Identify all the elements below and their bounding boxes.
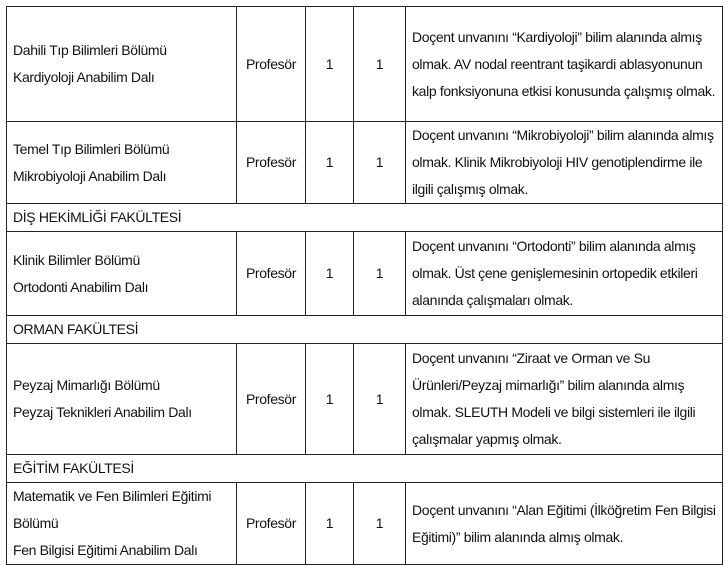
faculty-section-row: ORMAN FAKÜLTESİ: [6, 315, 723, 344]
faculty-name: DİŞ HEKİMLİĞİ FAKÜLTESİ: [6, 203, 723, 232]
faculty-section-row: EĞİTİM FAKÜLTESİ: [6, 454, 723, 483]
table-row: Matematik ve Fen Bilimleri Eğitimi Bölümü…: [6, 482, 723, 565]
unit-line: Temel Tıp Bilimleri Bölümü: [13, 140, 170, 157]
unit-line: Bölümü: [13, 515, 59, 531]
table-row: Peyzaj Mimarlığı Bölümü Peyzaj Teknikleri…: [6, 343, 723, 455]
unit-cell: Matematik ve Fen Bilimleri Eğitimi Bölümü…: [6, 482, 237, 565]
unit-cell: Temel Tıp Bilimleri Bölümü Mikrobiyoloji …: [6, 121, 237, 204]
title-cell: Profesör: [236, 482, 306, 565]
title-cell: Profesör: [236, 231, 306, 316]
unit-line: Peyzaj Teknikleri Anabilim Dalı: [13, 404, 192, 420]
title-cell: Profesör: [236, 121, 306, 204]
unit-line: Kardiyoloji Anabilim Dalı: [13, 69, 155, 85]
requirement-cell: Doçent unvanını “Kardiyoloji” bilim alan…: [405, 6, 723, 122]
count-cell: 1: [305, 343, 354, 455]
title-cell: Profesör: [236, 6, 306, 122]
positions-table: Dahili Tıp Bilimleri Bölümü Kardiyoloji A…: [6, 6, 723, 565]
count-cell: 1: [305, 482, 354, 565]
degree-cell: 1: [353, 121, 406, 204]
unit-cell: Peyzaj Mimarlığı Bölümü Peyzaj Teknikleri…: [6, 343, 237, 455]
faculty-section-row: DİŞ HEKİMLİĞİ FAKÜLTESİ: [6, 203, 723, 232]
unit-line: Fen Bilgisi Eğitimi Anabilim Dalı: [13, 542, 198, 558]
requirement-cell: Doçent unvanını “Alan Eğitimi (İlköğreti…: [405, 482, 723, 565]
count-cell: 1: [305, 6, 354, 122]
degree-cell: 1: [353, 343, 406, 455]
requirement-cell: Doçent unvanını “Ziraat ve Orman ve Su Ü…: [405, 343, 723, 455]
requirement-cell: Doçent unvanını “Ortodonti” bilim alanın…: [405, 231, 723, 316]
table-row: Temel Tıp Bilimleri Bölümü Mikrobiyoloji …: [6, 121, 723, 204]
unit-line: Klinik Bilimler Bölümü: [13, 251, 140, 268]
faculty-name: ORMAN FAKÜLTESİ: [6, 315, 723, 344]
table-row: Dahili Tıp Bilimleri Bölümü Kardiyoloji A…: [6, 6, 723, 122]
degree-cell: 1: [353, 231, 406, 316]
unit-cell: Klinik Bilimler Bölümü Ortodonti Anabilim…: [6, 231, 237, 316]
degree-cell: 1: [353, 482, 406, 565]
unit-line: Ortodonti Anabilim Dalı: [13, 278, 149, 295]
table-row: Klinik Bilimler Bölümü Ortodonti Anabilim…: [6, 231, 723, 316]
count-cell: 1: [305, 121, 354, 204]
degree-cell: 1: [353, 6, 406, 122]
unit-line: Matematik ve Fen Bilimleri Eğitimi: [13, 488, 212, 504]
unit-line: Dahili Tıp Bilimleri Bölümü: [13, 42, 167, 58]
count-cell: 1: [305, 231, 354, 316]
title-cell: Profesör: [236, 343, 306, 455]
requirement-cell: Doçent unvanını “Mikrobiyoloji” bilim al…: [405, 121, 723, 204]
faculty-name: EĞİTİM FAKÜLTESİ: [6, 454, 723, 483]
unit-line: Peyzaj Mimarlığı Bölümü: [13, 377, 160, 393]
unit-cell: Dahili Tıp Bilimleri Bölümü Kardiyoloji A…: [6, 6, 237, 122]
unit-line: Mikrobiyoloji Anabilim Dalı: [13, 167, 167, 184]
